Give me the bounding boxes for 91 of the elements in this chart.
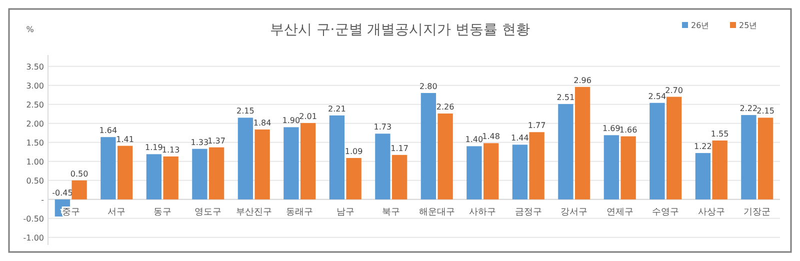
y-tick-label: -1.00: [23, 233, 44, 242]
y-tick-label: -0.50: [23, 214, 44, 224]
data-label: 1.17: [390, 144, 408, 153]
x-tick-label: 동구: [153, 207, 172, 218]
x-tick-label: 남구: [336, 207, 354, 218]
bar: [438, 114, 453, 200]
y-tick-label: 2.00: [26, 119, 44, 128]
bar: [100, 137, 116, 200]
legend-label: 25년: [739, 21, 758, 30]
bar: [758, 118, 774, 200]
y-axis-title: %: [26, 25, 34, 34]
data-label: 1.90: [282, 116, 300, 126]
bar: [695, 153, 711, 200]
x-tick-label: 수영구: [652, 207, 680, 218]
x-tick-label: 동래구: [286, 207, 314, 218]
data-label: 1.41: [116, 134, 134, 144]
data-label: 2.26: [436, 102, 454, 112]
data-label: 1.55: [710, 130, 729, 138]
chart-title: 부산시 구·군별 개별공시지가 변동률 현황: [270, 22, 530, 38]
data-label: 2.96: [574, 76, 592, 85]
data-label: 1.13: [162, 145, 180, 154]
bar: [558, 104, 574, 200]
data-label: 1.64: [99, 126, 118, 136]
bar: [346, 158, 362, 200]
y-tick-label: 2.50: [26, 100, 44, 110]
data-label: 2.51: [556, 93, 575, 102]
bar: [574, 86, 590, 200]
y-tick-label: 1.00: [26, 157, 44, 166]
x-tick-label: 연제구: [606, 207, 634, 218]
bar: [420, 93, 436, 200]
data-label: 1.37: [208, 136, 226, 146]
bar: [329, 115, 345, 200]
data-label: 1.84: [253, 118, 272, 128]
data-label: 0.50: [70, 169, 88, 178]
data-label: 2.22: [740, 104, 758, 114]
data-label: 1.77: [528, 121, 546, 130]
y-tick-label: 1.50: [26, 138, 44, 148]
bar: [163, 156, 178, 200]
data-label: 1.69: [602, 124, 620, 134]
x-tick-label: 금정구: [514, 207, 542, 218]
y-tick-label: 0.50: [26, 176, 44, 186]
bar: [712, 140, 728, 200]
bar: [512, 144, 528, 200]
bar: [620, 136, 636, 200]
bar: [650, 102, 665, 200]
x-tick-label: 기장군: [744, 207, 771, 218]
data-label: 1.22: [694, 142, 712, 152]
data-label: 1.33: [190, 138, 209, 147]
data-label: 1.48: [482, 132, 500, 142]
data-label: 2.54: [648, 92, 666, 101]
data-label: 2.15: [236, 106, 254, 116]
data-label: 2.15: [756, 106, 774, 116]
x-tick-label: 사상구: [698, 207, 725, 218]
x-tick-label: 부산진구: [236, 207, 272, 218]
bar: [741, 115, 756, 200]
x-tick-label: 강서구: [560, 207, 588, 218]
x-tick-label: 사하구: [469, 207, 496, 218]
bar: [604, 135, 620, 200]
x-tick-label: 영도구: [194, 207, 222, 218]
data-label: 2.70: [665, 86, 683, 95]
data-label: 1.40: [465, 135, 484, 144]
bar: [192, 148, 208, 200]
x-tick-label: 해운대구: [418, 207, 455, 218]
data-label: 1.19: [145, 143, 163, 152]
bar: [284, 127, 299, 200]
bar: [300, 123, 316, 200]
bar: [146, 154, 162, 200]
data-label: 1.73: [374, 122, 392, 132]
bar: [72, 180, 87, 200]
bar: [666, 96, 682, 200]
bar: [375, 134, 390, 200]
y-tick-label: 3.50: [26, 62, 44, 72]
bar: [483, 143, 499, 200]
x-tick-label: 북구: [382, 207, 400, 218]
bar: [392, 154, 408, 200]
bar: [208, 147, 224, 200]
data-label: 2.80: [420, 82, 438, 91]
bar: [529, 132, 544, 200]
legend-label: 26년: [691, 21, 710, 30]
data-label: 1.66: [619, 125, 638, 134]
y-tick-label: 3.00: [26, 81, 44, 90]
bar: [466, 146, 482, 200]
bar: [117, 146, 133, 200]
x-tick-label: 서구: [108, 207, 126, 218]
data-label: 2.01: [299, 112, 317, 122]
data-label: 2.21: [328, 104, 346, 114]
data-label: 1.44: [511, 134, 529, 143]
y-tick-label: -: [41, 195, 44, 204]
bar: [238, 118, 254, 200]
bar: [254, 129, 270, 200]
data-label: 1.09: [344, 146, 363, 156]
